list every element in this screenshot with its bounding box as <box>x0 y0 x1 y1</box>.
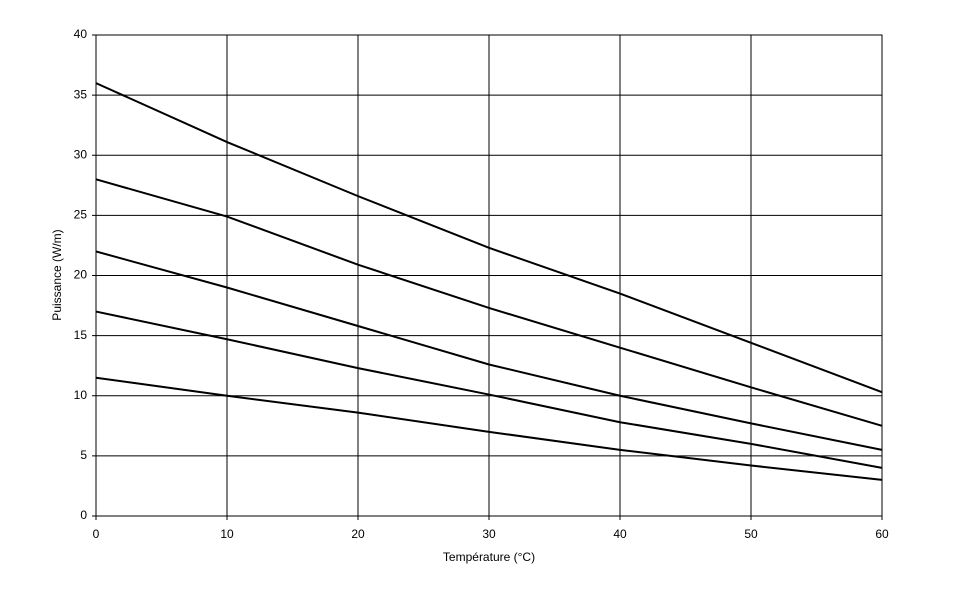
line-series <box>95 376 883 481</box>
y-tick-label: 5 <box>80 448 87 462</box>
y-tick-label: 40 <box>74 27 88 41</box>
x-tick-label: 50 <box>744 527 758 541</box>
line-series <box>95 250 883 451</box>
x-tick-label: 20 <box>351 527 365 541</box>
y-axis-label: Puissance (W/m) <box>50 229 64 320</box>
line-series <box>95 82 883 394</box>
x-tick-label: 30 <box>482 527 496 541</box>
y-tick-label: 10 <box>74 388 88 402</box>
x-tick-label: 0 <box>93 527 100 541</box>
x-tick-label: 60 <box>875 527 889 541</box>
y-tick-label: 30 <box>74 147 88 161</box>
y-tick-label: 20 <box>74 268 88 282</box>
line-series <box>95 310 883 469</box>
y-tick-label: 25 <box>74 208 88 222</box>
x-axis-label: Température (°C) <box>443 550 535 564</box>
line-series <box>95 178 883 427</box>
y-tick-label: 15 <box>74 328 88 342</box>
x-tick-label: 10 <box>220 527 234 541</box>
y-tick-label: 0 <box>80 508 87 522</box>
y-tick-label: 35 <box>74 87 88 101</box>
x-tick-label: 40 <box>613 527 627 541</box>
